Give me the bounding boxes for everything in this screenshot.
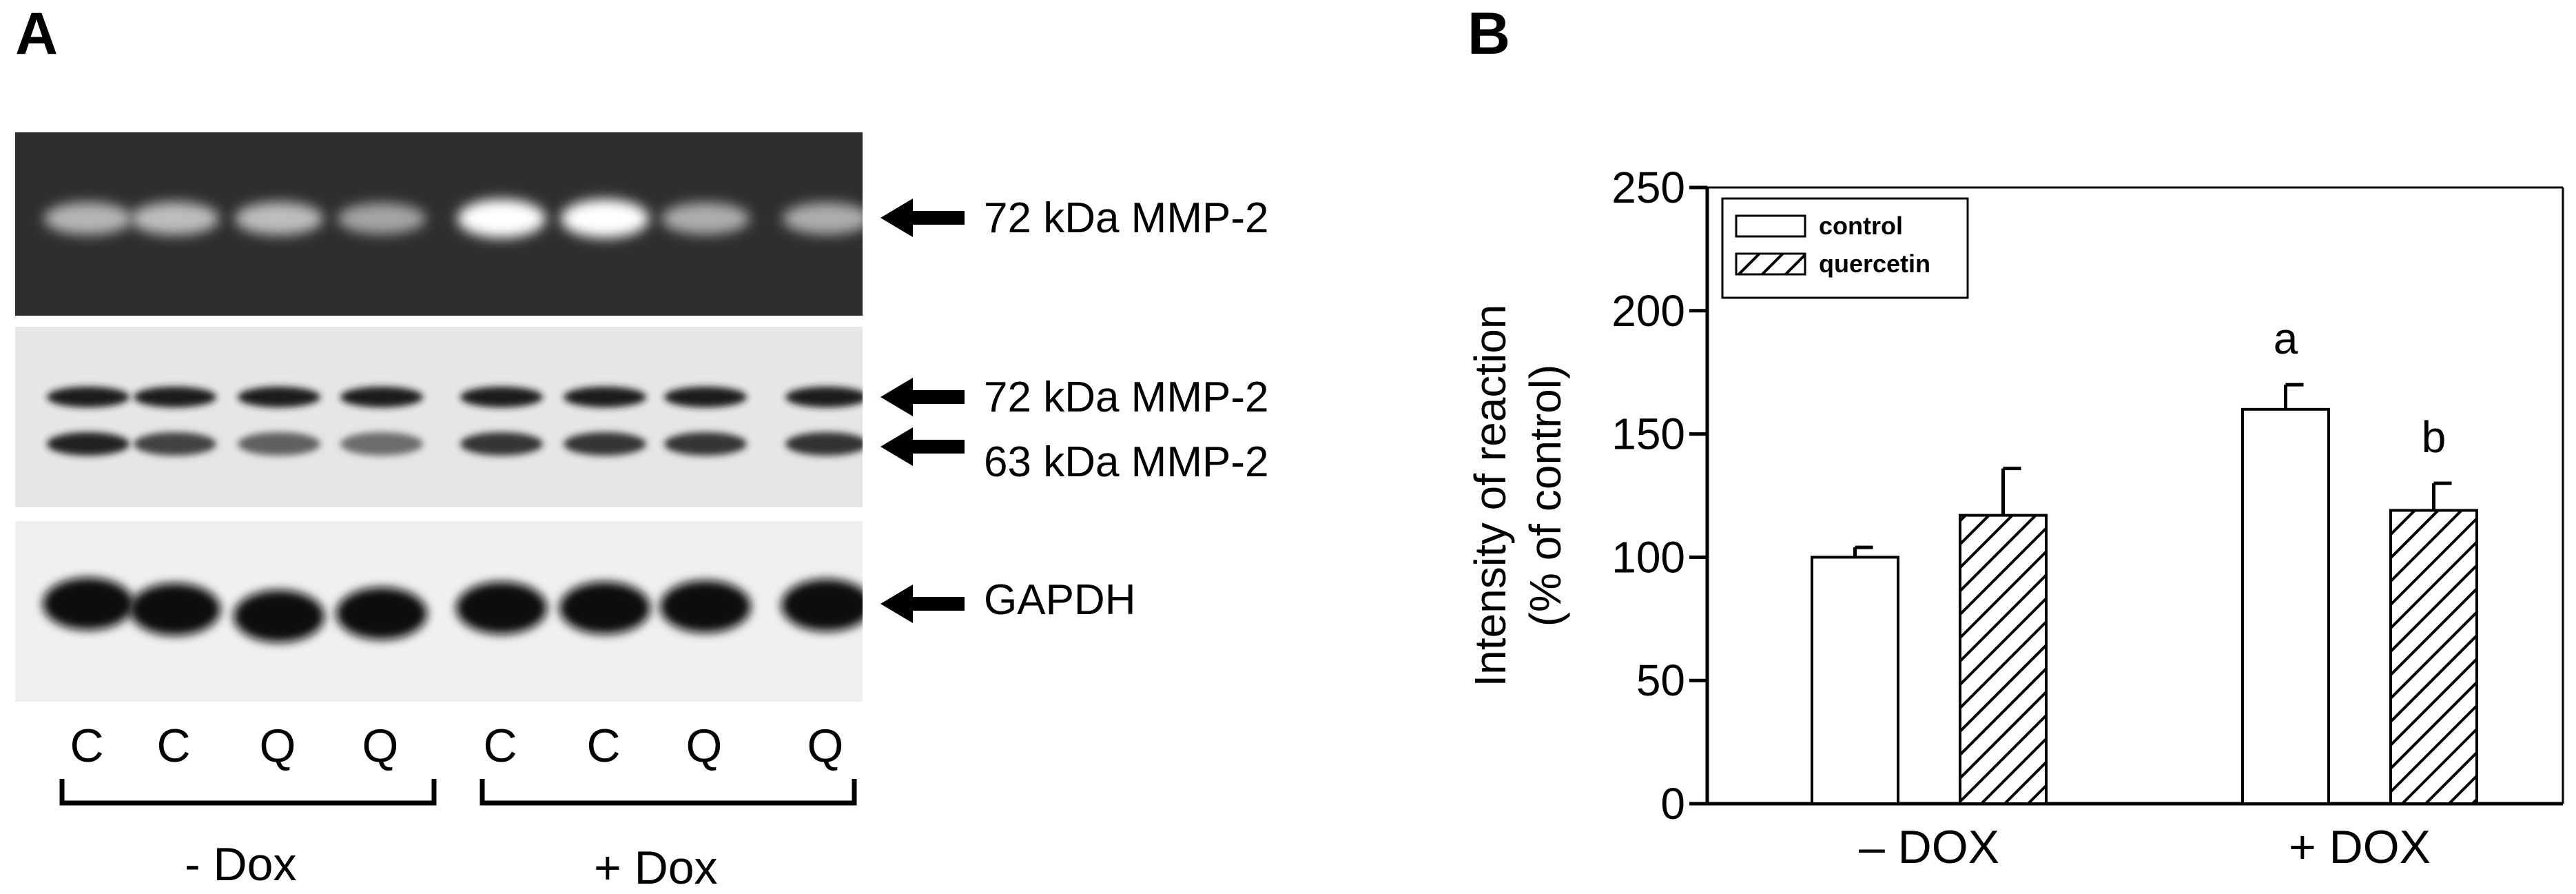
- x-category-label: – DOX: [1859, 821, 1999, 873]
- lane-label: C: [70, 720, 104, 772]
- western-band-63kda: [340, 432, 423, 456]
- zymogram-band: [338, 203, 426, 234]
- panel-b-label: B: [1467, 1, 1511, 67]
- western-band-63kda: [238, 432, 320, 456]
- western-band-72kda: [47, 387, 130, 407]
- western-band-63kda: [785, 432, 863, 456]
- lane-label: Q: [807, 720, 844, 772]
- gapdh-band: [781, 579, 863, 631]
- lane-label: Q: [686, 720, 723, 772]
- legend: control quercetin: [1721, 197, 1969, 299]
- zymogram-band: [661, 203, 750, 234]
- zymogram-band: [235, 202, 323, 235]
- western-band-72kda: [785, 387, 863, 407]
- lane-label: Q: [362, 720, 399, 772]
- zymogram-band: [561, 199, 649, 238]
- lane-label: C: [483, 720, 517, 772]
- panel-a-label: A: [15, 1, 59, 67]
- zymogram-band: [783, 203, 863, 234]
- lane-label: C: [156, 720, 191, 772]
- y-tick-label: 100: [1611, 532, 1685, 582]
- mmp2-western-blot: [15, 327, 863, 507]
- zymogram-band: [131, 202, 219, 235]
- western-band-63kda: [460, 432, 543, 456]
- y-axis-label: (% of control): [1521, 365, 1570, 627]
- y-tick-label: 0: [1660, 779, 1685, 829]
- western-band-72kda: [460, 387, 543, 407]
- lane-label: C: [586, 720, 621, 772]
- mmp2-western-bands: [47, 387, 863, 456]
- zymogram-band: [44, 202, 132, 235]
- gapdh-band: [559, 582, 650, 634]
- gapdh-band: [130, 583, 220, 636]
- western-band-63kda: [134, 432, 216, 456]
- western-band-72kda: [238, 387, 320, 407]
- significance-label: b: [2422, 412, 2446, 462]
- group-label-minus-dox: - Dox: [185, 838, 297, 891]
- western-band-72kda: [664, 387, 747, 407]
- western-band-72kda: [564, 387, 646, 407]
- gapdh-bands: [43, 578, 863, 642]
- significance-label: a: [2274, 314, 2298, 363]
- y-tick-label: 50: [1636, 656, 1685, 705]
- bar: [1959, 514, 2048, 805]
- band-label-72kda-western: 72 kDa MMP-2: [984, 374, 1269, 421]
- legend-label: quercetin: [1819, 250, 1930, 278]
- y-axis-label: Intensity of reaction: [1465, 305, 1515, 687]
- group-label-plus-dox: + Dox: [594, 842, 718, 894]
- bar: [2389, 509, 2478, 805]
- y-tick-label: 200: [1611, 286, 1685, 336]
- gapdh-band: [660, 580, 751, 633]
- western-band-63kda: [564, 432, 646, 456]
- western-band-72kda: [340, 387, 423, 407]
- x-category-label: + DOX: [2289, 821, 2431, 873]
- band-label-63kda-western: 63 kDa MMP-2: [984, 438, 1269, 486]
- lane-label: Q: [259, 720, 296, 772]
- band-label-72kda-zymogram: 72 kDa MMP-2: [984, 194, 1269, 242]
- western-band-63kda: [47, 432, 130, 456]
- y-tick-label: 150: [1611, 409, 1685, 459]
- zymogram-blot: [15, 132, 863, 316]
- western-band-72kda: [134, 387, 216, 407]
- bar: [2241, 407, 2330, 805]
- gapdh-band: [336, 587, 427, 640]
- western-band-63kda: [664, 432, 747, 456]
- y-tick-label: 250: [1611, 163, 1685, 212]
- gapdh-band: [234, 590, 324, 642]
- band-label-gapdh: GAPDH: [984, 576, 1136, 624]
- legend-label: control: [1819, 212, 1903, 240]
- legend-swatch: [1735, 214, 1806, 238]
- gapdh-band: [456, 582, 547, 634]
- zymogram-bands: [44, 199, 863, 238]
- zymogram-band: [457, 199, 546, 238]
- legend-swatch: [1735, 252, 1806, 276]
- gapdh-blot: [15, 521, 863, 702]
- gapdh-band: [43, 578, 134, 630]
- bar: [1811, 556, 1899, 806]
